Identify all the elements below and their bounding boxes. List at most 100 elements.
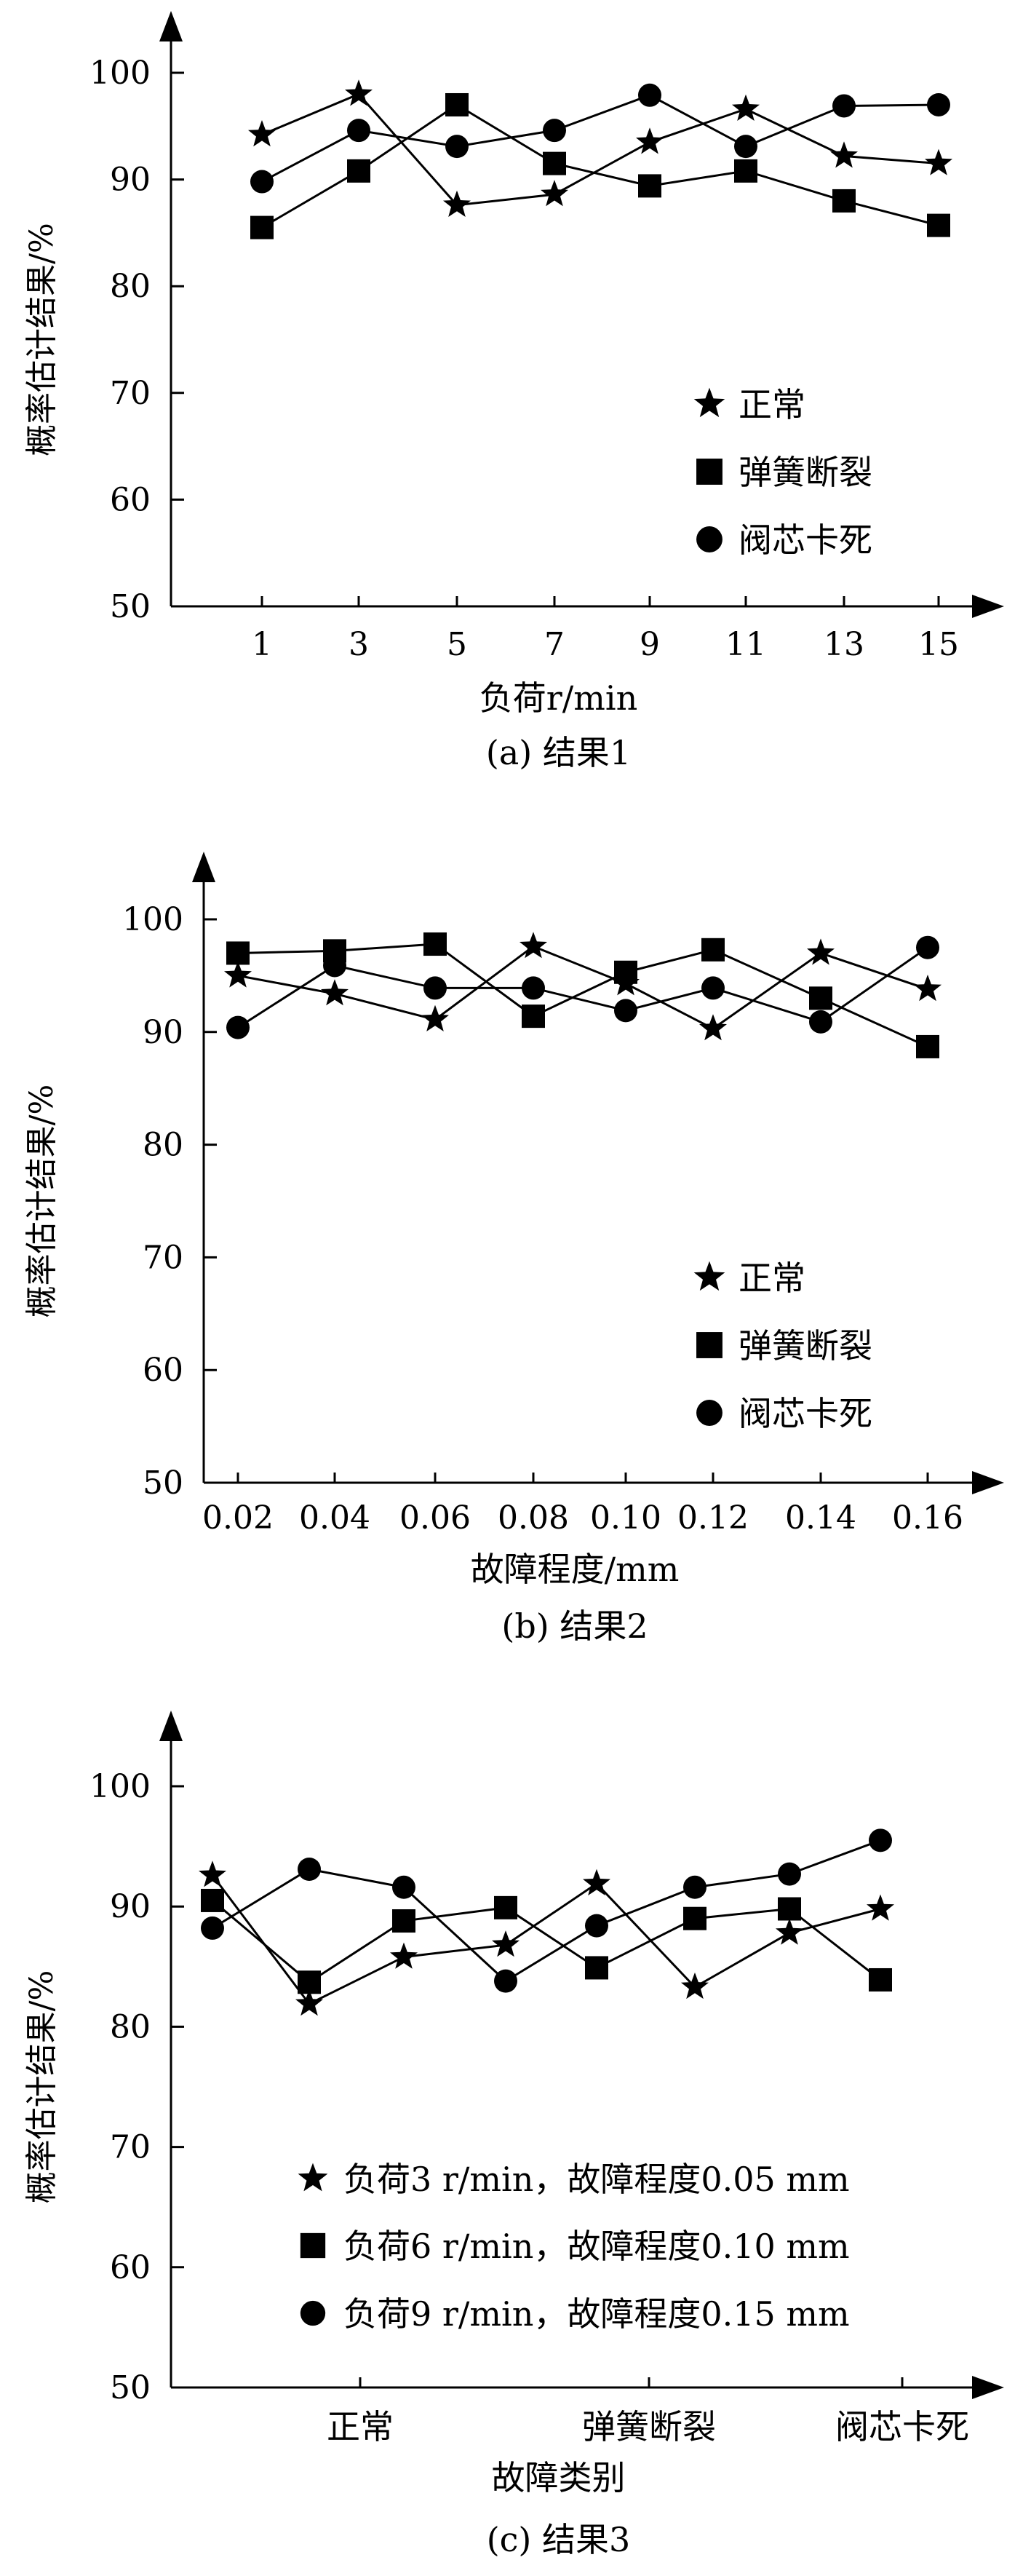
x-tick-label: 5 — [447, 626, 467, 663]
y-tick-label: 100 — [89, 55, 151, 92]
y-tick-label: 90 — [110, 1888, 151, 1925]
figure-caption: (c) 结果3 — [487, 2520, 631, 2559]
data-point — [520, 932, 547, 959]
data-point — [832, 94, 856, 118]
series-line — [237, 943, 928, 1048]
y-tick-label: 80 — [143, 1127, 183, 1164]
data-point — [636, 127, 664, 154]
data-point — [392, 1875, 415, 1899]
series-circle — [250, 83, 950, 194]
x-tick-label: 0.04 — [299, 1499, 370, 1537]
series-square — [250, 92, 950, 239]
data-point — [925, 148, 952, 175]
data-point — [809, 986, 832, 1010]
data-point — [494, 1969, 517, 1993]
x-axis-label: 负荷r/min — [479, 678, 637, 718]
data-point — [734, 135, 757, 159]
data-point — [734, 159, 757, 183]
y-tick-label: 60 — [110, 2249, 151, 2286]
data-point — [224, 961, 252, 988]
y-tick-label: 60 — [143, 1352, 183, 1389]
y-tick-label: 70 — [143, 1239, 183, 1276]
y-axis-arrow — [159, 1711, 183, 1741]
data-point — [638, 83, 661, 107]
data-point — [701, 976, 725, 1000]
x-axis-label: 故障类别 — [492, 2458, 626, 2497]
x-tick-label: 15 — [918, 626, 959, 663]
series-line — [261, 103, 939, 229]
data-point — [522, 976, 545, 1000]
series-circle — [201, 1828, 892, 1993]
legend-marker-star — [693, 1261, 725, 1291]
data-point — [776, 1918, 803, 1945]
data-point — [927, 92, 950, 116]
x-tick-label: 0.08 — [498, 1499, 569, 1537]
series-star — [248, 79, 952, 217]
data-point — [323, 954, 346, 978]
y-tick-label: 80 — [110, 268, 151, 305]
series-line — [261, 92, 939, 207]
data-point — [298, 1857, 321, 1881]
series-line — [212, 1839, 881, 1983]
legend-marker-square — [300, 2232, 326, 2259]
x-tick-label: 0.02 — [202, 1499, 274, 1537]
data-point — [699, 1014, 727, 1041]
x-tick-label: 13 — [824, 626, 864, 663]
y-axis-label: 概率估计结果/% — [23, 1085, 60, 1318]
x-axis-arrow — [972, 595, 1004, 618]
legend-label: 正常 — [739, 1259, 805, 1298]
y-axis-arrow — [159, 11, 183, 41]
data-point — [522, 1004, 545, 1029]
chart-2: 50 60 70 80 90 100 0.02 0.04 0.06 0.08 0.10 0.12 0.1… — [23, 852, 1004, 1646]
y-axis-label: 概率估计结果/% — [23, 223, 60, 456]
data-point — [295, 1989, 323, 2016]
series-line — [237, 945, 928, 1030]
data-point — [916, 1034, 939, 1058]
data-point — [250, 170, 274, 194]
data-point — [347, 159, 370, 183]
data-point — [778, 1862, 801, 1886]
y-tick-label: 50 — [143, 1465, 183, 1502]
data-point — [226, 941, 250, 965]
series-line — [211, 1874, 881, 2005]
series-line — [261, 94, 939, 183]
data-point — [321, 979, 349, 1006]
legend-label: 正常 — [739, 385, 805, 424]
series-circle — [226, 935, 939, 1039]
x-tick-label: 0.14 — [785, 1499, 856, 1537]
x-axis-arrow — [972, 2376, 1004, 2399]
legend-marker-circle — [696, 526, 723, 552]
data-point — [443, 190, 471, 217]
legend-label: 阀芯卡死 — [739, 520, 872, 560]
data-point — [585, 1914, 608, 1938]
data-point — [541, 180, 568, 207]
series-square — [201, 1888, 892, 1994]
data-point — [201, 1888, 224, 1912]
data-point — [347, 119, 370, 143]
data-point — [638, 174, 661, 198]
data-point — [832, 189, 856, 213]
data-point — [809, 1010, 832, 1034]
data-point — [445, 135, 469, 159]
x-tick-label: 11 — [725, 626, 766, 663]
data-point — [614, 999, 637, 1023]
y-tick-label: 60 — [110, 481, 151, 518]
legend-marker-circle — [696, 1400, 723, 1426]
data-point — [201, 1916, 224, 1940]
data-point — [583, 1868, 610, 1895]
data-point — [681, 1972, 709, 2000]
data-point — [392, 1909, 415, 1933]
figure-caption: (b) 结果2 — [501, 1606, 648, 1646]
x-tick-label: 0.10 — [590, 1499, 661, 1537]
data-point — [345, 79, 373, 106]
data-point — [683, 1906, 706, 1930]
legend-label: 负荷3 r/min，故障程度0.05 mm — [343, 2160, 850, 2199]
y-tick-label: 50 — [110, 2369, 151, 2406]
x-tick-label: 3 — [349, 626, 369, 663]
legend-label: 弹簧断裂 — [739, 1326, 872, 1366]
x-axis-label: 故障程度/mm — [471, 1550, 680, 1589]
data-point — [914, 975, 942, 1002]
legend-marker-circle — [300, 2300, 326, 2326]
